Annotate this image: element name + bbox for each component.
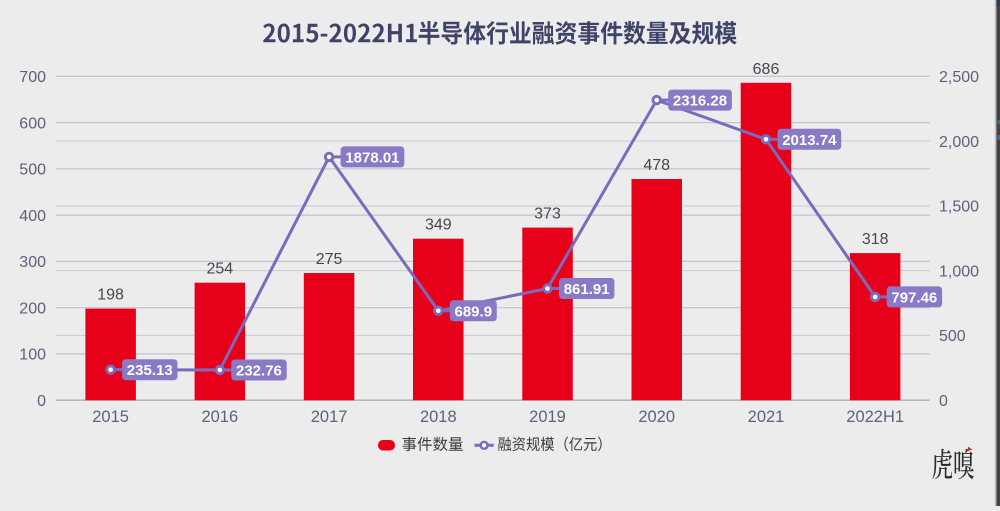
svg-text:2316.28: 2316.28 xyxy=(673,93,727,110)
svg-text:478: 478 xyxy=(643,157,670,174)
svg-text:686: 686 xyxy=(753,61,780,78)
svg-text:2017: 2017 xyxy=(311,408,348,426)
svg-text:198: 198 xyxy=(97,287,124,304)
svg-text:373: 373 xyxy=(534,206,561,223)
svg-text:2013.74: 2013.74 xyxy=(782,132,837,149)
svg-text:500: 500 xyxy=(19,162,46,179)
svg-text:1,000: 1,000 xyxy=(939,263,979,280)
svg-text:200: 200 xyxy=(19,301,46,318)
svg-text:300: 300 xyxy=(19,254,46,271)
svg-text:275: 275 xyxy=(316,251,343,268)
svg-text:1878.01: 1878.01 xyxy=(345,149,399,166)
svg-text:2022H1: 2022H1 xyxy=(846,408,904,426)
svg-text:232.76: 232.76 xyxy=(236,363,282,380)
svg-text:2,000: 2,000 xyxy=(939,134,979,151)
svg-text:1,500: 1,500 xyxy=(939,199,979,216)
svg-text:861.91: 861.91 xyxy=(564,281,610,298)
svg-text:100: 100 xyxy=(19,347,46,364)
svg-text:0: 0 xyxy=(939,393,948,410)
svg-text:689.9: 689.9 xyxy=(455,303,493,320)
svg-text:349: 349 xyxy=(425,217,452,234)
svg-text:2021: 2021 xyxy=(748,408,785,426)
svg-text:254: 254 xyxy=(206,261,233,278)
svg-text:0: 0 xyxy=(37,393,46,410)
svg-text:2,500: 2,500 xyxy=(939,69,979,86)
svg-text:2019: 2019 xyxy=(529,408,566,426)
svg-text:400: 400 xyxy=(19,208,46,225)
svg-text:2016: 2016 xyxy=(201,408,238,426)
svg-text:700: 700 xyxy=(19,69,46,86)
svg-text:500: 500 xyxy=(939,328,966,345)
svg-text:600: 600 xyxy=(19,115,46,132)
svg-text:235.13: 235.13 xyxy=(127,362,173,379)
svg-text:2018: 2018 xyxy=(420,408,457,426)
svg-text:2020: 2020 xyxy=(638,408,675,426)
svg-text:2015: 2015 xyxy=(92,408,129,426)
svg-text:797.46: 797.46 xyxy=(891,289,937,306)
svg-text:318: 318 xyxy=(862,231,889,248)
